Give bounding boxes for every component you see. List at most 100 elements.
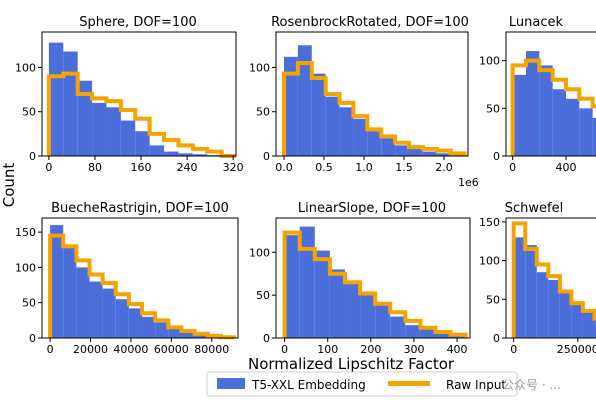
- embedding-bar: [63, 246, 77, 338]
- embedding-bar: [63, 51, 78, 156]
- plot-frame: [41, 217, 239, 339]
- y-tick-label: 50: [22, 106, 36, 119]
- plot-frame: [505, 217, 596, 339]
- embedding-bar: [76, 267, 90, 338]
- embedding-bar: [325, 96, 340, 156]
- y-tick-label: 150: [479, 216, 500, 229]
- embedding-bar: [571, 303, 583, 338]
- y-tick-label: 150: [15, 226, 36, 239]
- embedding-bar: [360, 295, 376, 338]
- plot-frame: [275, 31, 469, 157]
- x-tick-label: 400: [447, 343, 468, 356]
- y-tick-label: 0: [493, 150, 500, 163]
- raw-input-line: [282, 230, 468, 338]
- x-tick-label: 80000: [194, 343, 229, 356]
- panel-6: Schwefel 0 250000 0 50 100 150: [479, 201, 596, 356]
- raw-input-line: [511, 221, 596, 338]
- panel-title: Schwefel: [505, 201, 563, 216]
- embedding-bar: [592, 117, 596, 156]
- embedding-bar: [115, 299, 129, 338]
- y-tick-label: 0: [263, 332, 270, 345]
- embedding-bar: [120, 120, 136, 156]
- embedding-bar: [512, 74, 526, 156]
- plot-frame: [505, 31, 596, 157]
- embedding-bar: [50, 225, 64, 338]
- x-tick-label: 0: [45, 161, 52, 174]
- x-tick-label: 300: [403, 343, 424, 356]
- embedding-bar: [594, 318, 596, 338]
- embedding-bar: [525, 245, 537, 338]
- legend: T5-XXL Embedding Raw Input: [206, 371, 518, 397]
- embedding-bar: [450, 335, 466, 338]
- embedding-bar: [408, 148, 423, 156]
- embedding-bar: [513, 237, 526, 338]
- embedding-bar: [106, 107, 121, 156]
- x-tick-label: 320: [223, 161, 244, 174]
- x-tick-label: 200: [360, 343, 381, 356]
- x-tick-label: 160: [131, 161, 152, 174]
- y-tick-label: 100: [249, 61, 270, 74]
- embedding-bar: [420, 329, 436, 338]
- embedding-bar: [194, 334, 208, 338]
- x-tick-label: 80: [88, 161, 102, 174]
- embedding-bar: [168, 327, 182, 338]
- embedding-bar: [77, 80, 93, 156]
- legend-frame: [206, 371, 518, 397]
- x-tick-label: 1.0: [355, 161, 373, 174]
- embedding-bar: [405, 325, 421, 338]
- embedding-bar: [314, 250, 330, 338]
- x-tick-label: 60000: [154, 343, 189, 356]
- x-tick-label: 250000: [557, 343, 596, 356]
- x-tick-label: 100: [317, 343, 338, 356]
- embedding-bar: [353, 118, 368, 156]
- embedding-bar: [375, 305, 391, 338]
- x-tick-label: 0: [509, 161, 516, 174]
- embedding-bar: [102, 288, 116, 338]
- embedding-bar: [339, 107, 354, 156]
- x-offset-label: 1e6: [458, 176, 479, 189]
- y-tick-label: 100: [15, 261, 36, 274]
- embedding-bar: [367, 131, 382, 156]
- watermark: 公众号 · ...: [502, 378, 561, 392]
- x-tick-label: 0.0: [275, 161, 293, 174]
- x-tick-label: 0: [281, 343, 288, 356]
- plot-frame: [275, 217, 471, 339]
- embedding-bar: [526, 51, 540, 157]
- embedding-bar: [559, 293, 572, 338]
- raw-input-line: [48, 233, 236, 340]
- embedding-bar: [142, 316, 156, 338]
- embedding-bar: [128, 308, 143, 338]
- embedding-bar: [284, 56, 298, 156]
- embedding-bar: [579, 108, 593, 156]
- x-tick-label: 40000: [113, 343, 148, 356]
- x-tick-label: 20000: [73, 343, 108, 356]
- x-tick-label: 2.0: [435, 161, 453, 174]
- y-tick-label: 100: [479, 55, 500, 68]
- embedding-bar: [548, 279, 560, 338]
- panel-5: LinearSlope, DOF=100 0 100 200 300 400 0 50 100: [249, 201, 471, 356]
- embedding-bar: [297, 45, 312, 156]
- y-axis-label: Count: [0, 163, 18, 208]
- embedding-bar: [344, 282, 361, 338]
- y-tick-label: 0: [29, 150, 36, 163]
- embedding-bar: [181, 332, 195, 338]
- embedding-bar: [149, 145, 165, 156]
- embedding-bar: [155, 322, 169, 338]
- embedding-bar: [381, 138, 396, 156]
- panel-title: Lunacek: [509, 15, 564, 30]
- embedding-bar: [566, 98, 580, 156]
- y-tick-label: 50: [256, 106, 270, 119]
- x-tick-label: 240: [177, 161, 198, 174]
- x-tick-label: 0: [47, 343, 54, 356]
- panel-4: BuecheRastrigin, DOF=100 0 20000 40000 60000…: [15, 201, 239, 356]
- embedding-bar: [552, 89, 566, 156]
- panel-2: RosenbrockRotated, DOF=100 0.0 0.5 1.0 1.5 2.…: [249, 15, 479, 189]
- panel-title: Sphere, DOF=100: [79, 15, 197, 30]
- legend-embedding-swatch: [217, 378, 245, 389]
- legend-raw-label: Raw Input: [446, 378, 506, 392]
- embedding-bar: [435, 332, 451, 338]
- y-tick-label: 100: [15, 61, 36, 74]
- y-tick-label: 100: [249, 246, 270, 259]
- y-tick-label: 0: [263, 150, 270, 163]
